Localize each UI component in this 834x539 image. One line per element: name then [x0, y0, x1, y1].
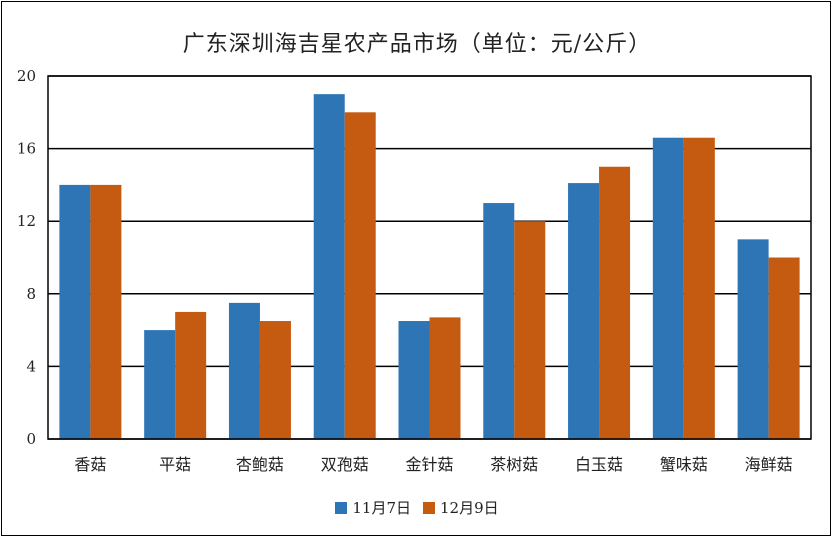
bar-1-1: [59, 184, 91, 439]
bar-2-7: [599, 166, 631, 439]
legend-item-series-2: 12月9日: [423, 497, 499, 518]
bar-2-6: [514, 221, 546, 439]
bar-1-5: [398, 321, 430, 439]
x-tick-label: 海鲜菇: [745, 455, 793, 474]
y-tick-label: 8: [26, 285, 36, 303]
legend-item-series-1: 11月7日: [335, 497, 411, 518]
y-tick-label: 0: [26, 430, 36, 448]
x-tick-label: 双孢菇: [321, 455, 369, 474]
legend-swatch-series-1: [335, 501, 348, 514]
bar-1-8: [652, 137, 684, 439]
bar-1-3: [228, 302, 260, 439]
bar-2-1: [90, 184, 122, 439]
bar-2-5: [429, 317, 461, 439]
legend-label-series-1: 11月7日: [352, 499, 411, 517]
x-tick-label: 蟹味菇: [660, 455, 708, 474]
x-tick-label: 香菇: [74, 455, 106, 474]
y-tick-label: 12: [17, 212, 36, 230]
chart-title: 广东深圳海吉星农产品市场（单位：元/公斤）: [182, 32, 652, 57]
bar-1-2: [144, 330, 176, 439]
x-tick-label: 平菇: [159, 455, 191, 474]
legend-swatch-series-2: [423, 501, 435, 514]
bar-2-3: [259, 321, 291, 439]
legend-label-series-2: 12月9日: [440, 499, 499, 517]
x-tick-label: 白玉菇: [575, 455, 623, 474]
bar-1-6: [483, 203, 515, 439]
x-tick-label: 茶树菇: [490, 455, 538, 474]
bar-1-4: [313, 94, 345, 440]
bar-2-2: [175, 311, 207, 439]
y-tick-label: 4: [26, 357, 36, 375]
legend: 11月7日 12月9日: [0, 497, 834, 518]
bar-2-9: [768, 257, 800, 439]
bar-1-7: [568, 183, 600, 439]
y-tick-label: 16: [17, 140, 36, 158]
y-tick-label: 20: [17, 67, 36, 85]
bar-1-9: [737, 239, 769, 439]
x-tick-label: 金针菇: [405, 455, 453, 474]
bar-2-4: [344, 112, 376, 440]
x-tick-label: 杏鲍菇: [236, 455, 284, 474]
bar-2-8: [683, 137, 715, 439]
